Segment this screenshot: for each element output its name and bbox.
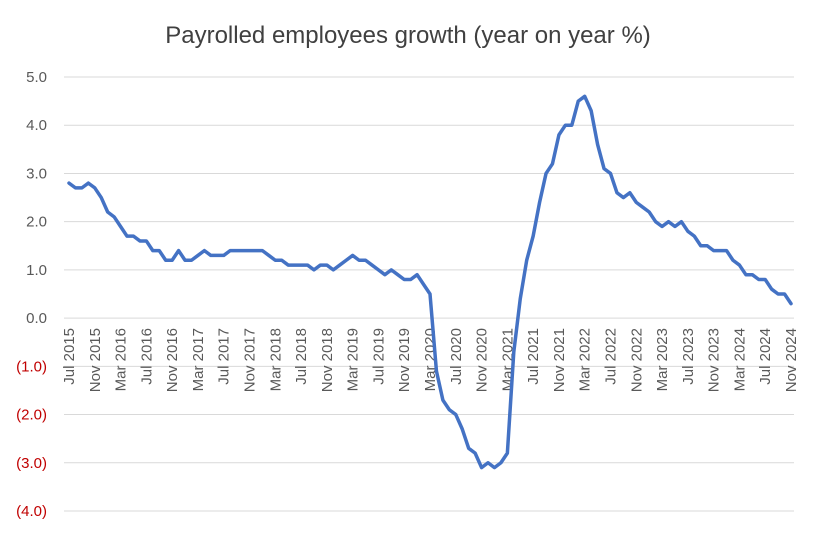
x-tick-label: Jul 2015 xyxy=(61,328,78,385)
x-tick-label: Jul 2023 xyxy=(680,328,697,385)
y-tick-label: (1.0) xyxy=(16,358,47,375)
x-tick-label: Jul 2016 xyxy=(138,328,155,385)
x-tick-label: Jul 2018 xyxy=(293,328,310,385)
x-tick-label: Nov 2018 xyxy=(319,328,336,392)
x-tick-label: Mar 2017 xyxy=(190,328,207,391)
y-tick-label: (4.0) xyxy=(16,503,47,520)
x-tick-label: Nov 2017 xyxy=(242,328,259,392)
x-tick-label: Mar 2023 xyxy=(654,328,671,391)
x-tick-label: Jul 2024 xyxy=(757,328,774,385)
y-tick-label: (3.0) xyxy=(16,455,47,472)
y-axis-tick-labels: 5.0 4.0 3.0 2.0 1.0 0.0 (1.0) (2.0) (3.0) (4.0) xyxy=(16,69,47,520)
x-tick-label: Nov 2023 xyxy=(706,328,723,392)
x-tick-label: Nov 2021 xyxy=(551,328,568,392)
x-tick-label: Mar 2018 xyxy=(267,328,284,391)
x-tick-label: Nov 2019 xyxy=(396,328,413,392)
x-tick-label: Jul 2022 xyxy=(603,328,620,385)
x-tick-label: Mar 2019 xyxy=(345,328,362,391)
x-tick-label: Nov 2015 xyxy=(87,328,104,392)
x-axis-tick-labels: Jul 2015 Nov 2015 Mar 2016 Jul 2016 Nov 2016… xyxy=(61,328,800,392)
series-layer xyxy=(67,94,793,470)
y-tick-label: 0.0 xyxy=(26,310,47,327)
x-tick-label: Jul 2017 xyxy=(216,328,233,385)
gridlines xyxy=(64,76,794,512)
y-tick-label: 4.0 xyxy=(26,117,47,134)
x-tick-label: Jul 2021 xyxy=(525,328,542,385)
x-tick-label: Jul 2020 xyxy=(448,328,465,385)
y-tick-label: (2.0) xyxy=(16,407,47,424)
chart-title: Payrolled employees growth (year on year… xyxy=(165,22,651,49)
y-tick-label: 1.0 xyxy=(26,262,47,279)
x-tick-label: Nov 2016 xyxy=(164,328,181,392)
x-tick-label: Nov 2020 xyxy=(474,328,491,392)
x-tick-label: Nov 2022 xyxy=(628,328,645,392)
y-tick-label: 3.0 xyxy=(26,165,47,182)
x-tick-label: Jul 2019 xyxy=(370,328,387,385)
y-tick-label: 5.0 xyxy=(26,69,47,86)
series-line xyxy=(67,94,793,470)
y-tick-label: 2.0 xyxy=(26,214,47,231)
x-tick-label: Mar 2024 xyxy=(731,328,748,391)
x-tick-label: Mar 2022 xyxy=(577,328,594,391)
x-tick-label: Mar 2016 xyxy=(113,328,130,391)
x-tick-label: Nov 2024 xyxy=(783,328,800,392)
